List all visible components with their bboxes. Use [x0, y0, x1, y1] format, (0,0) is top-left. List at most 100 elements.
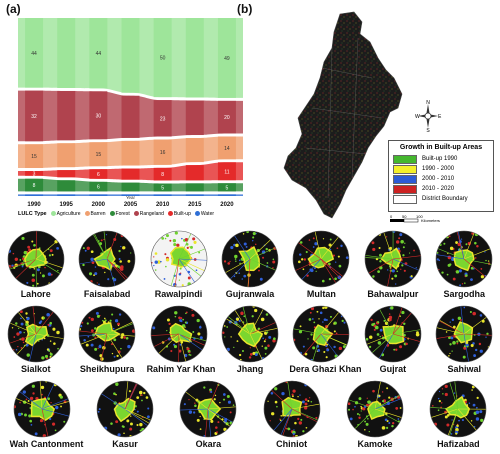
column-1995-forest: [57, 180, 76, 192]
city-sahiwal: Sahiwal: [432, 305, 496, 374]
city-jhang: Jhang: [218, 305, 282, 374]
value-label-1990-rangeland: 32: [31, 114, 37, 120]
city-label: Sheikhupura: [79, 364, 135, 374]
punjab-boundary: [283, 11, 403, 219]
city-label: Okara: [195, 439, 222, 449]
x-axis-label: Year: [126, 195, 136, 200]
column-2000-rangeland: [89, 91, 108, 140]
column-2015-barren: [185, 138, 204, 163]
column-2020-builtup: [217, 162, 236, 181]
map-legend-title: Growth in Built-up Areas: [399, 144, 483, 151]
column-2000-water: [89, 194, 108, 196]
value-label-2010-rangeland: 23: [160, 116, 166, 122]
map-legend-item: 2010 - 2020: [393, 184, 489, 194]
value-label-2020-barren: 14: [224, 146, 230, 152]
city-map-circle: [364, 230, 422, 288]
map-legend: Growth in Built-up Areas Built-up 1990 19…: [388, 140, 494, 212]
column-2010-rangeland: [153, 100, 172, 137]
value-label-2020-rangeland: 20: [224, 115, 230, 121]
column-1990-rangeland: [25, 90, 44, 142]
value-label-1990-agriculture: 44: [31, 51, 37, 57]
alluvial-chart: 44 32 15 3 8 44 30 15 6 6 50 23 16 8 5 49 20 14 11 5 1990 199…: [18, 18, 243, 208]
city-label: Kasur: [112, 439, 138, 449]
column-2005-forest: [121, 182, 140, 192]
column-1990-agriculture: [25, 18, 44, 88]
city-dera-ghazi-khan: Dera Ghazi Khan: [289, 305, 362, 374]
city-label: Gujrat: [379, 364, 407, 374]
panel-label-b: (b): [237, 2, 253, 16]
city-map-circle: [221, 305, 279, 363]
legend-label: 2000 - 2010: [422, 176, 455, 182]
legend-barren: Barren: [84, 211, 106, 217]
city-map-circle: [293, 305, 350, 363]
column-2015-agriculture: [185, 18, 204, 98]
city-label: Multan: [306, 289, 336, 299]
lulc-legend-title: LULC Type: [18, 211, 47, 217]
legend-swatch: [393, 194, 417, 204]
city-label: Dera Ghazi Khan: [289, 364, 362, 374]
value-label-2000-agriculture: 44: [96, 51, 102, 57]
x-tick-2020: 2020: [220, 202, 234, 208]
column-1995-barren: [57, 143, 76, 168]
city-kamoke: Kamoke: [343, 380, 407, 449]
x-tick-1995: 1995: [60, 202, 74, 208]
map-legend-item: 2000 - 2010: [393, 174, 489, 184]
city-gujranwala: Gujranwala: [218, 230, 282, 299]
value-label-1990-forest: 8: [33, 183, 36, 189]
city-map-circle: [293, 230, 350, 288]
svg-text:0: 0: [390, 214, 393, 219]
city-label: Chiniot: [276, 439, 308, 449]
city-map-circle: [7, 230, 65, 288]
city-label: Gujranwala: [225, 289, 275, 299]
column-2005-rangeland: [121, 95, 140, 138]
value-label-2020-forest: 5: [226, 185, 229, 191]
legend-water: Water: [194, 211, 214, 217]
column-1995-water: [57, 194, 76, 196]
column-2005-water: [121, 194, 140, 196]
column-2015-forest: [185, 183, 204, 192]
x-tick-2010: 2010: [156, 202, 170, 208]
city-label: Bahawalpur: [367, 289, 419, 299]
city-label: Sialkot: [20, 364, 51, 374]
column-2005-builtup: [121, 168, 140, 180]
map-legend-item: Built-up 1990: [393, 154, 489, 164]
scale-bar: 0 50 100 Kilometers: [388, 212, 458, 226]
city-label: Sahiwal: [447, 364, 482, 374]
city-sargodha: Sargodha: [432, 230, 496, 299]
column-2015-water: [185, 194, 204, 196]
column-1995-builtup: [57, 170, 76, 178]
column-2000-forest: [89, 181, 108, 192]
value-label-2010-builtup: 8: [161, 172, 164, 178]
column-2010-water: [153, 194, 172, 196]
city-rawalpindi: Rawalpindi: [147, 230, 211, 299]
map-legend-item: 1990 - 2000: [393, 164, 489, 174]
legend-label: 1990 - 2000: [422, 166, 455, 172]
column-2005-agriculture: [121, 18, 140, 93]
city-map-circle: [364, 305, 422, 363]
city-sialkot: Sialkot: [4, 305, 68, 374]
city-map-circle: [7, 305, 65, 363]
legend-label: District Boundary: [422, 196, 468, 202]
column-2015-builtup: [185, 165, 204, 181]
map-legend-item: District Boundary: [393, 194, 489, 204]
city-map-circle: [78, 305, 136, 363]
column-2020-water: [217, 194, 236, 196]
city-chiniot: Chiniot: [260, 380, 324, 449]
city-map-circle: [221, 230, 279, 288]
value-label-2000-builtup: 6: [97, 172, 100, 178]
panel-label-a: (a): [6, 2, 21, 16]
column-2010-forest: [153, 183, 172, 192]
svg-text:Kilometers: Kilometers: [421, 218, 440, 223]
column-2020-agriculture: [217, 18, 236, 98]
city-sheikhupura: Sheikhupura: [75, 305, 139, 374]
value-label-1990-barren: 15: [31, 154, 37, 160]
city-label: Rawalpindi: [154, 289, 203, 299]
city-map-circle: [346, 380, 404, 438]
column-2010-builtup: [153, 167, 172, 181]
city-map-circle: [430, 380, 487, 438]
value-label-2010-forest: 5: [161, 185, 164, 191]
compass-icon: N S W E: [415, 100, 442, 132]
city-bahawalpur: Bahawalpur: [361, 230, 425, 299]
column-1990-builtup: [25, 171, 44, 176]
value-label-2000-rangeland: 30: [96, 113, 102, 119]
